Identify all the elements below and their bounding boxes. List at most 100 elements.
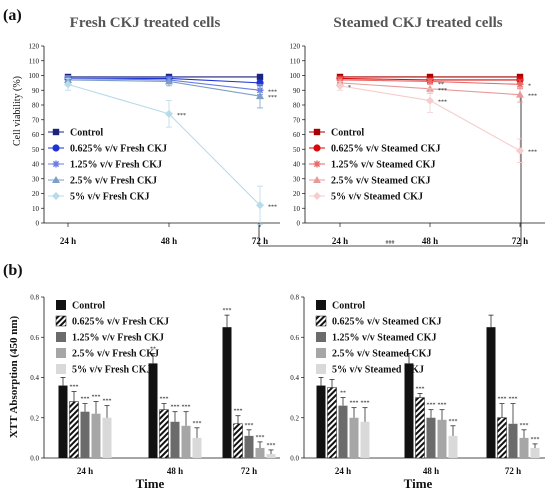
x-tick-label: 24 h: [332, 236, 348, 246]
y-tick-label: 20: [32, 190, 40, 198]
x-axis-label-time-steamed: Time: [404, 476, 433, 491]
y-axis-label-xtt: XTT Absorption (450 nm): [8, 315, 20, 438]
legend-marker: [52, 160, 60, 168]
bar: [530, 447, 540, 458]
significance-label: ***: [177, 113, 186, 119]
significance-label: ***: [528, 94, 537, 100]
y-tick-label: 10: [32, 205, 40, 213]
line-chart-fresh: 0 10 20 30 40 50 60 70 80 90 100 110 120 24 h 48 h 72 h…: [29, 43, 280, 246]
bar: [233, 423, 243, 459]
significance-label: **: [150, 346, 156, 352]
y-tick-label: 0.4: [30, 374, 39, 382]
y-tick-label: 120: [29, 43, 40, 51]
y-tick-label: 30: [293, 175, 301, 183]
legend-label: Control: [70, 128, 103, 139]
y-tick-label: 0.2: [30, 414, 39, 422]
significance-label: ***: [520, 423, 529, 429]
legend-label: 5% v/v Steamed CKJ: [331, 192, 423, 203]
significance-label: ***: [245, 423, 254, 429]
bar: [266, 453, 276, 458]
legend-swatch: [316, 364, 326, 374]
significance-label: ***: [256, 435, 265, 441]
legend-label: 2.5% v/v Steamed CKJ: [332, 349, 431, 360]
y-tick-label: 60: [32, 131, 40, 139]
legend-label: Control: [331, 128, 364, 139]
data-point: [426, 96, 434, 105]
x-tick-label: 48 h: [423, 466, 439, 476]
legend-label: 1.25% v/v Fresh CKJ: [70, 160, 162, 171]
y-tick-label: 20: [293, 190, 301, 198]
data-point: [336, 81, 344, 90]
significance-label: ***: [438, 403, 447, 409]
bar: [497, 417, 507, 459]
legend-label: 0.625% v/v Fresh CKJ: [72, 317, 169, 328]
legend-label: 1.25% v/v Steamed CKJ: [332, 333, 436, 344]
bar: [170, 421, 180, 458]
y-tick-label: 0.8: [30, 294, 39, 302]
significance-label: ***: [438, 88, 447, 94]
significance-label: ***: [416, 387, 425, 393]
y-tick-label: 0.0: [290, 455, 299, 463]
significance-label: ***: [509, 397, 518, 403]
y-tick-label: 0: [297, 220, 301, 228]
data-point: [165, 77, 173, 85]
y-tick-label: 10: [293, 205, 301, 213]
bar: [69, 401, 79, 459]
x-axis-label-time-fresh: Time: [136, 476, 165, 491]
x-tick-label: 72 h: [252, 236, 268, 246]
y-tick-label: 100: [290, 72, 301, 80]
legend-marker: [313, 192, 321, 200]
legend-label: 2.5% v/v Fresh CKJ: [70, 176, 157, 187]
bar: [255, 447, 265, 458]
significance-label: ***: [182, 405, 191, 411]
comparison-label: ###: [386, 240, 395, 246]
y-tick-label: 40: [293, 161, 301, 169]
x-tick-label: 48 h: [422, 236, 438, 246]
bar: [519, 437, 529, 458]
legend-swatch: [56, 348, 66, 358]
significance-label: ***: [268, 204, 277, 210]
comparison-bracket: ###: [258, 95, 522, 247]
legend-swatch: [56, 300, 66, 310]
legend-label: 0.625% v/v Steamed CKJ: [332, 317, 441, 328]
bar: [360, 421, 370, 458]
panel-label-b: (b): [3, 262, 23, 279]
legend-swatch: [316, 300, 326, 310]
x-tick-label: 24 h: [60, 236, 76, 246]
y-tick-label: 0: [36, 220, 40, 228]
data-point: [426, 77, 434, 85]
legend-label: 0.625% v/v Fresh CKJ: [70, 144, 167, 155]
legend-swatch: [316, 332, 326, 342]
legend-marker: [313, 176, 321, 183]
y-tick-label: 30: [32, 175, 40, 183]
significance-label: ***: [268, 89, 277, 95]
data-point: [516, 146, 524, 155]
y-tick-label: 50: [32, 146, 40, 154]
legend-marker: [52, 144, 60, 152]
x-tick-label: 48 h: [161, 236, 177, 246]
legend-label: 0.625% v/v Steamed CKJ: [331, 144, 440, 155]
significance-label: *: [528, 83, 531, 89]
bar: [222, 327, 232, 458]
data-point: [516, 80, 524, 88]
y-tick-label: 80: [32, 102, 40, 110]
line-chart-steamed: 0 10 20 30 40 50 60 70 80 90 100 110 120 24 h 48 h 72 h…: [290, 43, 545, 246]
significance-label: ***: [171, 405, 180, 411]
data-point: [516, 90, 524, 98]
significance-label: ***: [81, 397, 90, 403]
significance-label: ***: [427, 403, 436, 409]
y-tick-label: 0.0: [30, 455, 39, 463]
data-point: [426, 84, 434, 92]
bar: [448, 435, 458, 458]
legend-label: 1.25% v/v Steamed CKJ: [331, 160, 435, 171]
bar: [181, 425, 191, 458]
y-tick-label: 110: [290, 57, 301, 65]
bar: [338, 405, 348, 458]
y-tick-label: 90: [32, 87, 40, 95]
legend-swatch: [316, 348, 326, 358]
y-tick-label: 110: [29, 57, 40, 65]
bar: [486, 327, 496, 458]
x-tick-label: 72 h: [241, 466, 257, 476]
bar: [349, 417, 359, 458]
y-tick-label: 70: [293, 116, 301, 124]
